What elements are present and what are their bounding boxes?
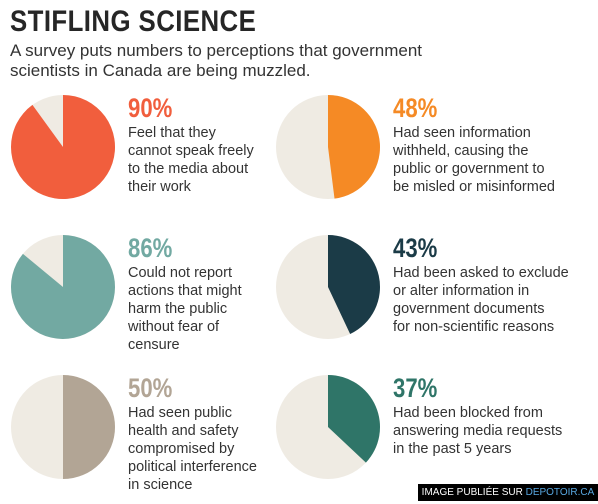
stat-description-line: Had seen public [128,405,232,421]
stat-description-6: Had been blocked from answering media re… [393,404,563,458]
stat-percent-1: 90% [128,93,173,123]
pie-chart-1 [11,95,116,200]
pie-value-slice [328,375,381,463]
stat-description-line: cannot speak freely [128,143,254,159]
credit-prefix: IMAGE PUBLIÉE SUR [421,487,526,498]
stat-description-line: actions that might [128,283,242,299]
stat-description-5: Had seen public health and safety compro… [128,404,298,494]
stat-item-1: 90% Feel that they cannot speak freely t… [10,94,300,224]
stat-item-3: 86% Could not report actions that might … [10,234,300,364]
stat-description-line: their work [128,179,191,195]
stat-description-line: to the media about [128,161,249,177]
credit-site-link[interactable]: DEPOTOIR.CA [525,487,595,498]
stat-percent-2: 48% [393,93,438,123]
pie-value-slice [328,95,381,199]
stat-description-line: government documents [393,301,545,317]
pie-chart-2 [276,95,381,199]
stat-percent-3: 86% [128,233,173,263]
stat-percent-5: 50% [128,373,173,403]
pie-value-slice [11,95,116,200]
page-title: STIFLING SCIENCE [10,5,257,38]
stat-description-line: Had seen information [393,125,531,141]
stat-description-line: public or government to [393,161,545,177]
stat-description-line: for non-scientific reasons [393,319,555,335]
stat-description-line: health and safety [128,423,239,439]
stat-description-line: harm the public [128,301,228,317]
stat-description-3: Could not report actions that might harm… [128,264,298,354]
pie-chart-4 [276,235,380,339]
pie-chart-5 [11,375,115,479]
stat-description-line: censure [128,337,180,353]
stat-description-line: Had been blocked from [393,405,543,421]
stat-description-line: without fear of [128,319,220,335]
stat-description-line: Feel that they [128,125,216,141]
stat-description-line: compromised by [128,441,235,457]
image-credit: IMAGE PUBLIÉE SUR DEPOTOIR.CA [418,484,598,501]
stat-description-line: answering media requests [393,423,563,439]
stat-item-4: 43% Had been asked to exclude or alter i… [275,233,569,364]
pie-value-slice [10,235,115,339]
stat-item-5: 50% Had seen public health and safety co… [10,374,300,504]
pie-value-slice [63,375,115,479]
stat-item-6: 37% Had been blocked from answering medi… [275,374,565,504]
stat-item-2: 48% Had seen information withheld, causi… [275,94,565,224]
stat-description-line: Could not report [128,265,232,281]
stat-description-line: be misled or misinformed [393,179,555,195]
stat-description-line: in the past 5 years [393,441,512,457]
stat-description-4: Had been asked to exclude or alter infor… [393,264,569,336]
pie-chart-6 [276,375,381,479]
stat-description-line: withheld, causing the [393,143,529,159]
pie-chart-3 [10,235,115,339]
stat-description-2: Had seen information withheld, causing t… [393,124,563,196]
stat-description-1: Feel that they cannot speak freely to th… [128,124,298,196]
stat-description-line: political interference [128,459,257,475]
stat-description-line: Had been asked to exclude [393,265,569,281]
pie-value-slice [328,235,380,335]
stat-percent-4: 43% [393,233,438,263]
stat-description-line: in science [128,477,193,493]
stat-description-line: or alter information in [393,283,530,299]
page-subtitle: A survey puts numbers to perceptions tha… [10,41,423,80]
stat-percent-6: 37% [393,373,438,403]
